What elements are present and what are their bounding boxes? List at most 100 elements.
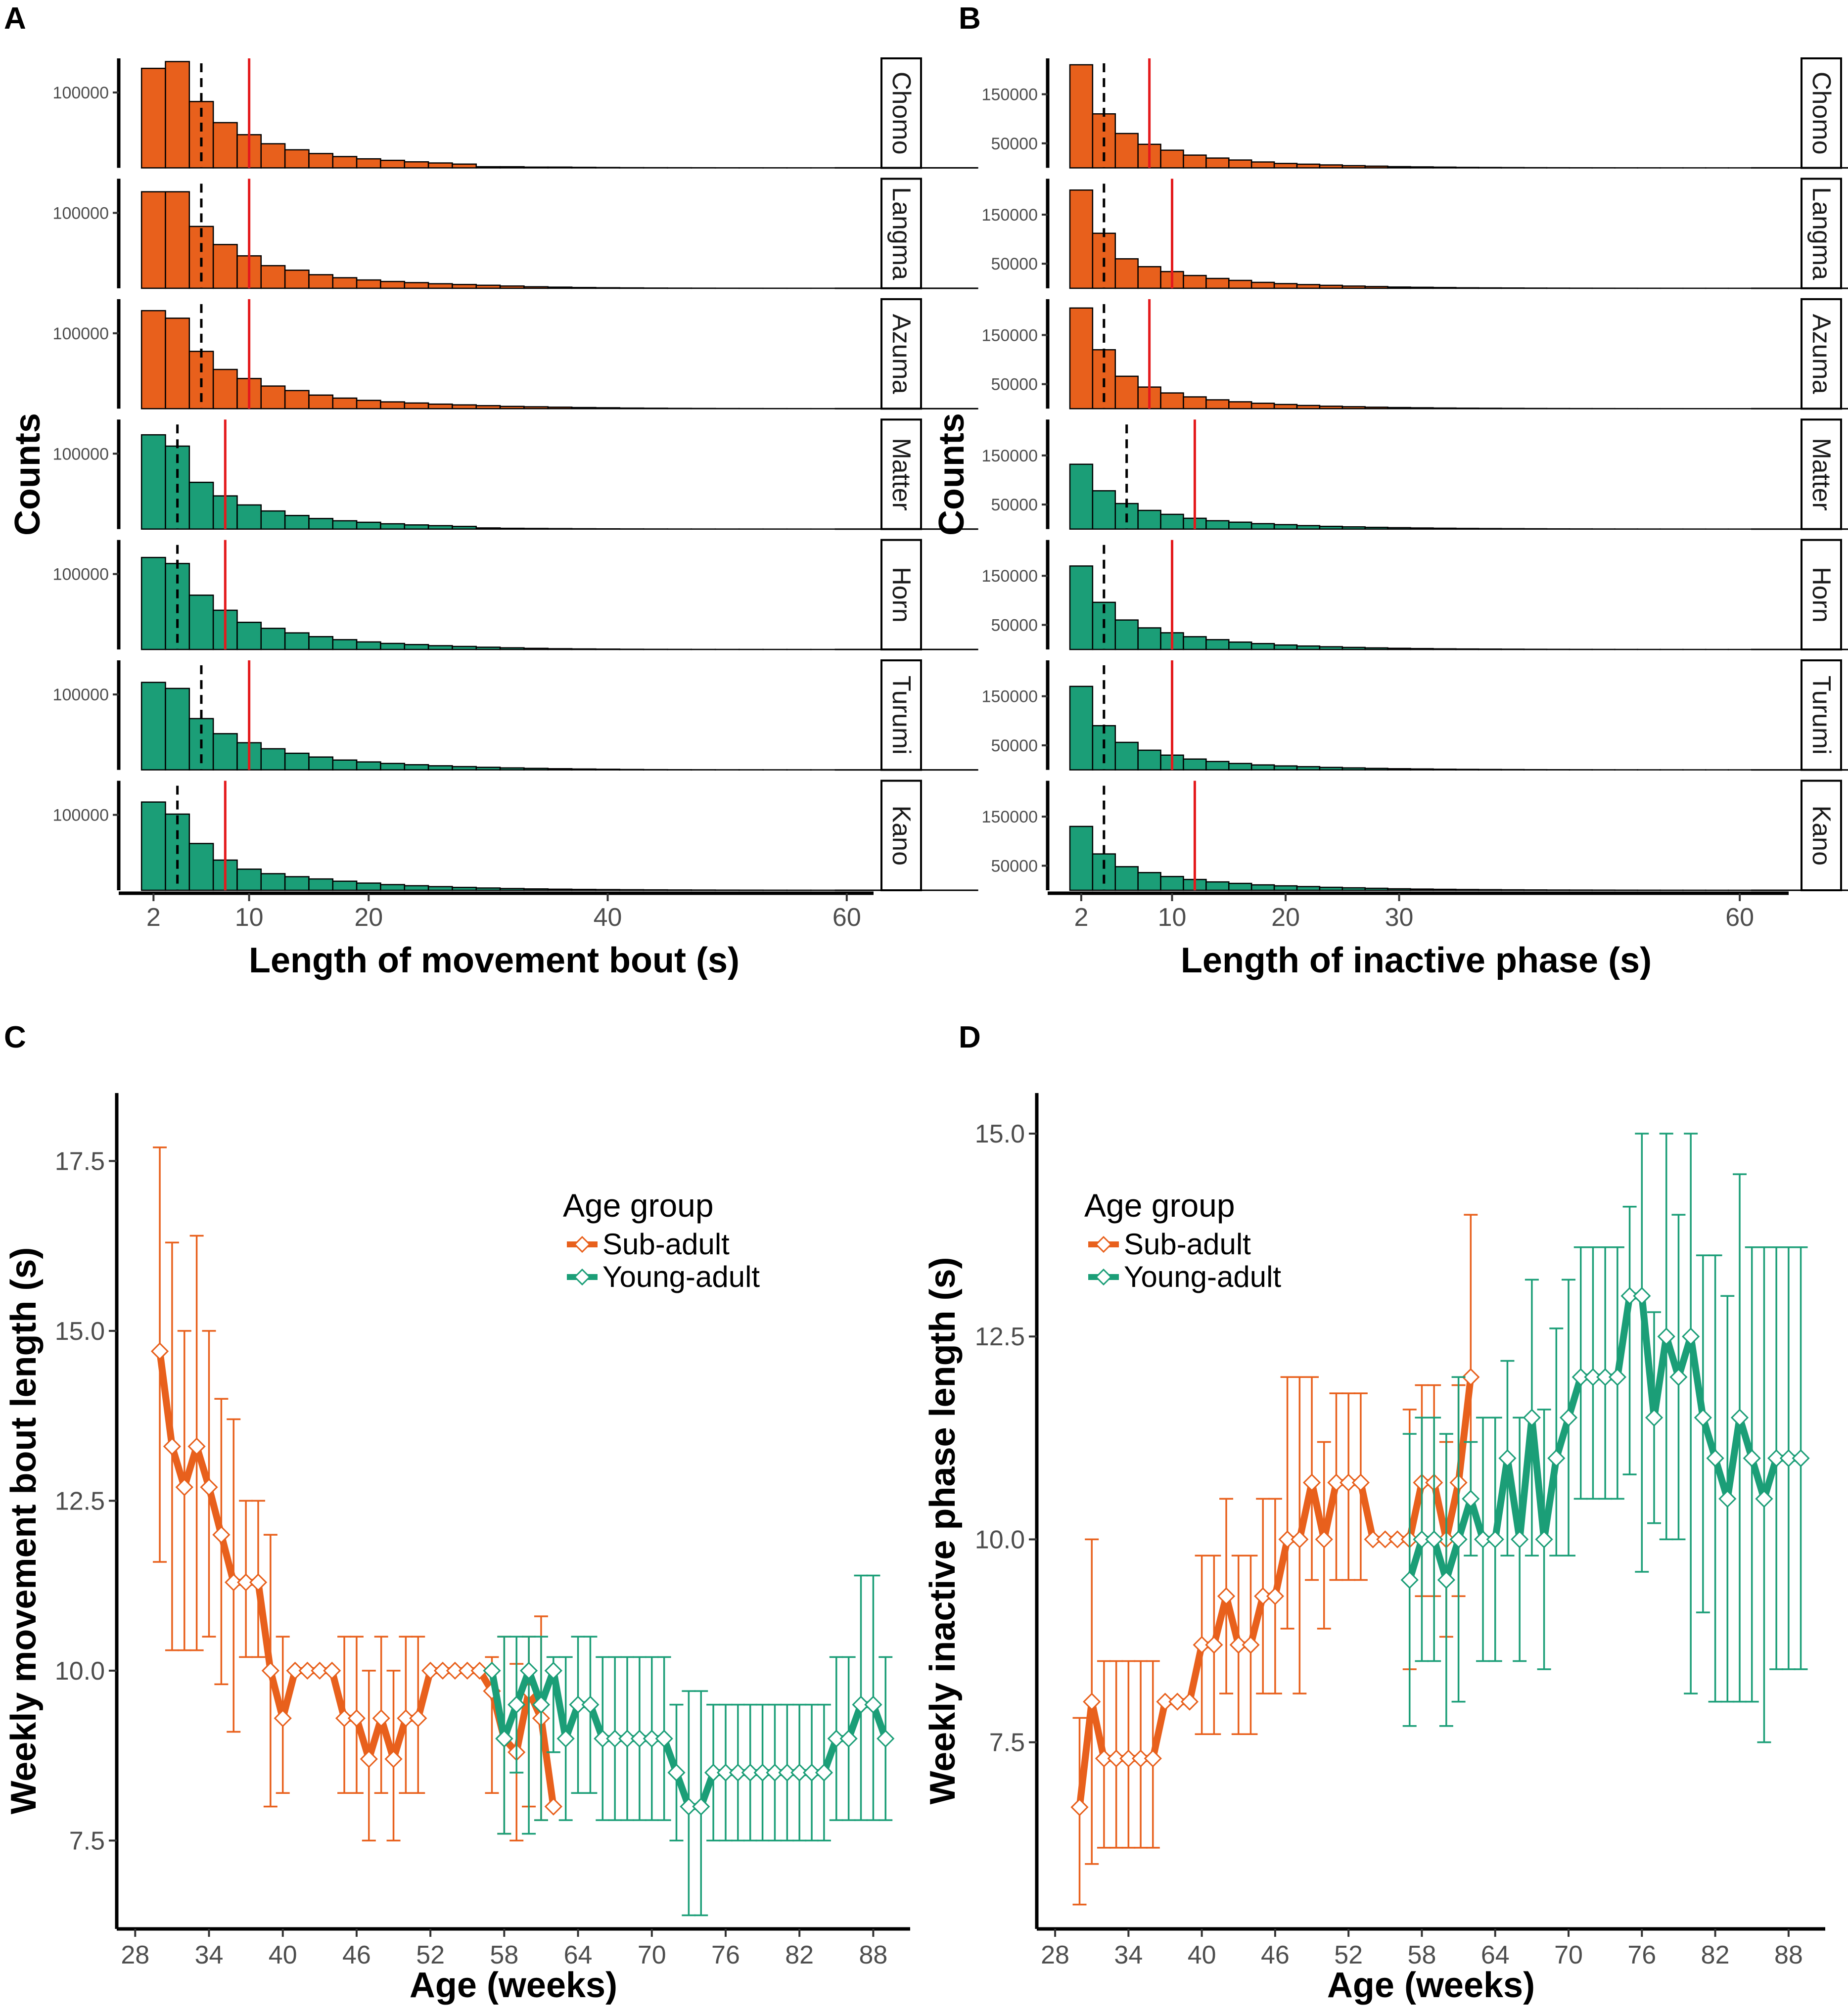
histogram-bar (1432, 527, 1457, 530)
x-tick-label: 40 (269, 1941, 297, 1969)
data-point-diamond (1645, 1409, 1663, 1427)
data-point-diamond (1168, 1692, 1187, 1711)
histogram-bar (236, 868, 262, 891)
histogram-bar (1410, 527, 1434, 530)
histogram-bar (260, 748, 286, 771)
data-point-diamond (643, 1730, 661, 1748)
data-point-diamond (1474, 1530, 1492, 1549)
data-point-diamond (1095, 1235, 1112, 1253)
y-tick-label: 7.5 (69, 1827, 105, 1855)
x-tick-label: 58 (490, 1941, 518, 1969)
histogram-bar (1410, 888, 1434, 891)
data-point-diamond (1792, 1449, 1810, 1467)
data-point-diamond (384, 1750, 403, 1768)
histogram-bar (1250, 642, 1275, 650)
histogram-bar (571, 287, 597, 289)
panel-c-movement-bout-plot: 7.5 10.0 12.5 15.0 17.5 28 34 40 46 52 58 64 70 76 82 8… (4, 1093, 910, 2005)
y-tick-label: 50000 (991, 255, 1038, 274)
data-point-diamond (1730, 1409, 1749, 1427)
y-tick-label: 100000 (53, 806, 109, 825)
histogram-bar (1296, 163, 1321, 169)
panel-letter-c: C (4, 1020, 26, 1054)
histogram-bar (1273, 404, 1298, 410)
facet-horn: 50000 150000 Horn (982, 539, 1848, 651)
histogram-bar (1250, 281, 1275, 289)
y-tick-label: 50000 (991, 135, 1038, 153)
histogram-bar (1296, 886, 1321, 891)
panel-a-histograms: Counts 100000 Chomo 100000 Langma 100000 Azuma… (8, 57, 978, 980)
histogram-bar (1364, 887, 1388, 891)
histogram-bar (1228, 401, 1252, 410)
series-sub-adult (1070, 1214, 1480, 1906)
histogram-bar (452, 886, 477, 891)
histogram-bar (1296, 405, 1321, 410)
histogram-bar (260, 510, 286, 530)
histogram-bar (284, 632, 310, 650)
data-point-diamond (1437, 1571, 1456, 1589)
data-point-diamond (753, 1763, 772, 1782)
y-axis-title: Weekly movement bout length (s) (4, 1247, 44, 1815)
histogram-bar (1432, 407, 1457, 410)
data-point-diamond (1340, 1473, 1358, 1492)
x-tick-label: 82 (1701, 1941, 1730, 1969)
x-tick-label: 46 (1261, 1941, 1290, 1969)
histogram-bar (1319, 284, 1343, 289)
facet-strip-box (1801, 57, 1842, 169)
data-point-diamond (1364, 1530, 1382, 1549)
histogram-bar (308, 518, 334, 530)
x-tick-label: 82 (785, 1941, 814, 1969)
histogram-bar (523, 888, 549, 891)
data-point-diamond (274, 1709, 292, 1728)
x-tick-label: 10 (235, 903, 264, 932)
x-tick-label: 52 (416, 1941, 445, 1969)
histogram-bar (1432, 888, 1457, 891)
panel-letter-b: B (959, 1, 981, 36)
data-point-diamond (1462, 1368, 1480, 1386)
facet-horn: 100000 Horn (53, 539, 978, 651)
histogram-bar (1364, 768, 1388, 771)
data-point-diamond (212, 1525, 231, 1544)
data-point-diamond (573, 1235, 591, 1253)
data-point-diamond (815, 1763, 833, 1782)
data-point-diamond (1620, 1287, 1639, 1305)
histogram-bar (452, 404, 477, 410)
histogram-bar (1478, 408, 1502, 410)
data-point-diamond (397, 1709, 415, 1728)
histogram-bar (1319, 526, 1343, 530)
data-point-diamond (1119, 1749, 1138, 1768)
histogram-bar (475, 405, 501, 410)
histogram-bar (308, 274, 334, 289)
x-tick-label: 58 (1408, 1941, 1436, 1969)
facet-strip-box (880, 418, 922, 530)
data-point-diamond (1535, 1530, 1553, 1549)
histogram-bar (475, 767, 501, 771)
histogram-bar (1341, 767, 1366, 771)
data-point-diamond (864, 1695, 882, 1714)
facet-strip-box (880, 539, 922, 651)
x-tick-label: 34 (195, 1941, 224, 1969)
histogram-bar (1183, 154, 1207, 169)
histogram-bar (284, 390, 310, 410)
histogram-bar (380, 280, 406, 289)
facet-chomo: 50000 150000 Chomo (982, 57, 1848, 169)
data-point-diamond (573, 1268, 591, 1286)
histogram-bar (1183, 274, 1207, 289)
histogram-bar (380, 763, 406, 771)
data-point-diamond (1070, 1798, 1089, 1817)
histogram-bar (1205, 157, 1230, 169)
data-point-diamond (741, 1763, 759, 1782)
histogram-bar (1387, 768, 1411, 771)
data-point-diamond (1682, 1327, 1700, 1346)
x-tick-label: 46 (342, 1941, 371, 1969)
histogram-bar (332, 397, 358, 410)
data-point-diamond (1657, 1327, 1675, 1346)
histogram-bar (284, 752, 310, 771)
y-tick-label: 150000 (982, 687, 1038, 706)
data-point-diamond (311, 1661, 329, 1680)
facet-langma: 100000 Langma (53, 178, 978, 289)
data-point-diamond (163, 1437, 182, 1456)
data-point-diamond (1718, 1490, 1737, 1508)
data-point-diamond (544, 1797, 562, 1816)
legend-title: Age group (1084, 1187, 1235, 1224)
